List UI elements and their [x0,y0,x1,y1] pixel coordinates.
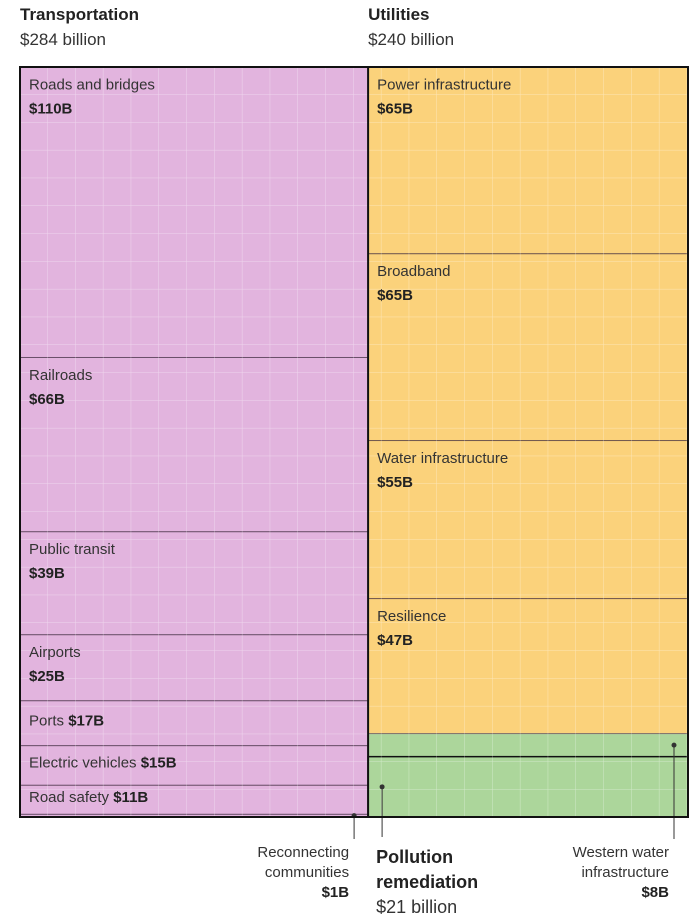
item-label: Railroads [29,367,92,384]
item-value: $65B [377,100,413,117]
item-label: Resilience [377,608,446,625]
item-value: $66B [29,391,65,408]
item-label: Roads and bridges [29,76,155,93]
item-value: $17B [68,713,104,730]
item-label: Broadband [377,263,450,280]
item-value: $25B [29,668,65,685]
leader-dot [379,784,385,790]
item-value: $47B [377,632,413,649]
item-value: $15B [141,755,177,772]
outside-label: Western water infrastructure $8B [529,843,669,903]
item-label: Ports [29,713,64,730]
item-label-line: Electric vehicles $15B [29,755,177,772]
item-value: $8B [641,884,669,901]
group-total: $240 billion [368,30,454,49]
group-total: $284 billion [20,30,106,49]
item-label: Road safety [29,789,110,806]
item-label: Electric vehicles [29,755,137,772]
item-label: Airports [29,644,81,661]
item-value: $39B [29,565,65,582]
item-value: $11B [113,789,148,806]
group-title: Transportation [20,5,139,24]
grid-overlay [20,67,688,817]
group-total: $21 billion [376,897,458,917]
item-label-line: Ports $17B [29,713,104,730]
leader-dot [671,742,677,748]
item-label-line: Road safety $11B [29,789,148,806]
item-value: $55B [377,474,413,491]
item-value: $65B [377,287,413,304]
item-label: Public transit [29,541,116,558]
item-label: Western water infrastructure [572,844,669,881]
item-value: $1B [321,884,350,901]
outside-label: Reconnecting communities $1B [209,843,349,903]
group-title: Pollution remediation [376,847,479,892]
pollution-label: Pollution remediation $21 billion [376,845,506,920]
item-value: $110B [29,100,73,117]
item-label: Reconnecting communities [257,844,350,881]
item-label: Power infrastructure [377,76,511,93]
chart-frame [19,66,689,818]
group-title: Utilities [368,5,429,24]
item-label: Water infrastructure [377,450,508,467]
